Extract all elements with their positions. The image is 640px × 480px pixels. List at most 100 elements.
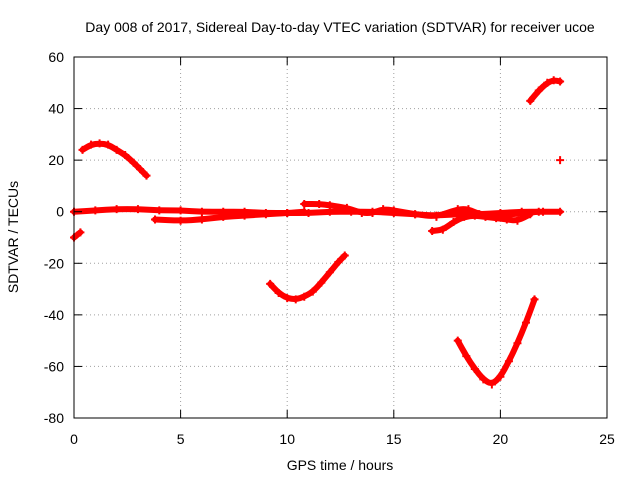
- data-point: [368, 209, 377, 218]
- data-point: [142, 171, 151, 180]
- y-tick-label: 20: [48, 152, 64, 168]
- y-tick-label: 60: [48, 49, 64, 65]
- x-tick-label: 0: [70, 431, 78, 447]
- data-point: [487, 380, 496, 389]
- data-point: [300, 292, 309, 301]
- data-point: [266, 279, 275, 288]
- x-tick-label: 10: [279, 431, 295, 447]
- data-point: [432, 212, 441, 221]
- data-point: [449, 218, 458, 227]
- data-point: [334, 257, 343, 266]
- data-point: [453, 336, 462, 345]
- chart-title: Day 008 of 2017, Sidereal Day-to-day VTE…: [85, 19, 595, 35]
- x-tick-label: 25: [599, 431, 615, 447]
- x-tick-label: 15: [386, 431, 402, 447]
- data-point: [291, 295, 300, 304]
- series-track-b: [78, 139, 151, 180]
- data-point: [556, 207, 565, 216]
- data-point: [389, 206, 398, 215]
- data-point: [534, 86, 543, 95]
- series-track-j: [556, 156, 565, 165]
- data-point: [104, 140, 113, 149]
- data-point: [460, 212, 469, 221]
- data-point: [549, 76, 558, 85]
- y-tick-label: 0: [56, 204, 64, 220]
- series-track-g: [266, 251, 349, 304]
- y-tick-label: -60: [44, 358, 64, 374]
- data-point: [513, 339, 522, 348]
- plot-data: [70, 76, 565, 389]
- data-point: [129, 158, 138, 167]
- series-track: [79, 140, 150, 179]
- data-point: [379, 205, 388, 214]
- series-track-h: [453, 295, 539, 389]
- data-point: [155, 206, 164, 215]
- data-point: [315, 199, 324, 208]
- data-point: [261, 210, 270, 219]
- data-point: [411, 210, 420, 219]
- data-point: [95, 139, 104, 148]
- data-point: [340, 251, 349, 260]
- data-point: [526, 210, 535, 219]
- data-point: [556, 156, 565, 165]
- data-point: [219, 212, 228, 221]
- data-point: [492, 214, 501, 223]
- data-point: [87, 140, 96, 149]
- data-point: [325, 201, 334, 210]
- plot-frame: [73, 56, 608, 419]
- data-point: [176, 216, 185, 225]
- series-track-i: [526, 76, 565, 105]
- y-tick-label: -40: [44, 307, 64, 323]
- data-point: [526, 96, 535, 105]
- x-tick-label: 20: [493, 431, 509, 447]
- data-point: [438, 225, 447, 234]
- data-point: [513, 216, 522, 225]
- series-track-f: [428, 210, 535, 236]
- data-point: [76, 228, 85, 237]
- data-point: [300, 207, 309, 216]
- data-point: [283, 209, 292, 218]
- data-point: [133, 205, 142, 214]
- data-point: [470, 365, 479, 374]
- data-point: [317, 278, 326, 287]
- y-tick-label: -80: [44, 410, 64, 426]
- data-point: [453, 205, 462, 214]
- data-point: [496, 372, 505, 381]
- data-point: [470, 211, 479, 220]
- data-point: [136, 165, 145, 174]
- data-point: [112, 205, 121, 214]
- data-point: [357, 209, 366, 218]
- x-axis-title: GPS time / hours: [287, 457, 394, 473]
- data-point: [240, 211, 249, 220]
- data-point: [151, 215, 160, 224]
- series-track-d: [151, 207, 309, 225]
- data-point: [502, 215, 511, 224]
- data-point: [479, 375, 488, 384]
- data-point: [464, 205, 473, 214]
- data-point: [197, 215, 206, 224]
- data-point: [176, 206, 185, 215]
- data-point: [534, 207, 543, 216]
- data-point: [78, 145, 87, 154]
- data-point: [274, 288, 283, 297]
- data-point: [112, 145, 121, 154]
- data-point: [543, 78, 552, 87]
- data-point: [556, 77, 565, 86]
- data-point: [504, 357, 513, 366]
- data-point: [121, 150, 130, 159]
- data-point: [283, 294, 292, 303]
- data-point: [530, 295, 539, 304]
- data-point: [521, 318, 530, 327]
- data-point: [325, 268, 334, 277]
- data-point: [308, 287, 317, 296]
- data-point: [462, 352, 471, 361]
- y-tick-label: -20: [44, 255, 64, 271]
- data-point: [342, 203, 351, 212]
- data-point: [300, 199, 309, 208]
- data-point: [428, 227, 437, 236]
- data-point: [481, 212, 490, 221]
- x-tick-label: 5: [177, 431, 185, 447]
- y-axis-title: SDTVAR / TECUs: [5, 181, 21, 293]
- data-point: [91, 206, 100, 215]
